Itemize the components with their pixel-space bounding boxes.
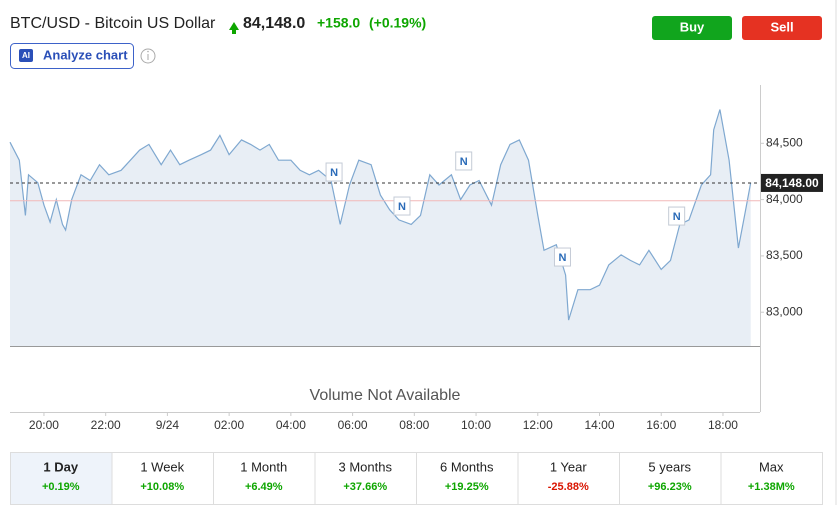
period-label: 6 Months (440, 459, 494, 474)
news-marker-bg (455, 151, 473, 171)
analyze-label: Analyze chart (43, 47, 128, 62)
sell-button[interactable]: Sell (742, 16, 822, 40)
x-tick-label: 12:00 (523, 418, 553, 432)
news-marker-bg (553, 247, 571, 267)
news-marker-label: N (398, 201, 406, 213)
news-marker-label: N (460, 156, 468, 168)
price-change-percent: (+0.19%) (369, 15, 426, 31)
period-change: +37.66% (343, 481, 387, 493)
x-tick-label: 14:00 (584, 418, 614, 432)
period-label: 1 Year (550, 459, 588, 474)
buy-button[interactable]: Buy (652, 16, 732, 40)
period-tab[interactable]: 1 Day +0.19% (11, 453, 112, 504)
period-tab[interactable]: 3 Months +37.66% (314, 453, 393, 504)
analyze-bg (10, 43, 134, 69)
period-change: +0.19% (42, 481, 80, 493)
last-price-label: 84,148.00 (765, 176, 819, 190)
plot: Investing.com84,148.0083,00083,50084,000… (9, 85, 823, 432)
y-tick-label: 84,000 (766, 192, 803, 206)
y-tick-label: 83,500 (766, 248, 803, 262)
last-price-label-bg (761, 173, 823, 192)
period-tab[interactable]: 5 years +96.23% (619, 453, 692, 504)
news-marker-label: N (330, 167, 338, 179)
period-label: 3 Months (339, 459, 393, 474)
news-marker-label: N (673, 211, 681, 223)
period-change: +96.23% (648, 481, 692, 493)
sell-label: Sell (770, 19, 793, 34)
volume-note: Volume Not Available (310, 387, 461, 404)
instrument-title: BTC/USD - Bitcoin US Dollar (10, 15, 216, 32)
period-change: -25.88% (548, 481, 589, 493)
period-tab[interactable]: Max +1.38M% (720, 453, 795, 504)
x-tick-label: 02:00 (214, 418, 244, 432)
ai-badge-bg (19, 49, 33, 62)
buy-bg (652, 16, 732, 40)
x-tick-label: 9/24 (156, 418, 180, 432)
x-tick-label: 20:00 (29, 418, 59, 432)
period-label: 1 Week (140, 459, 184, 474)
y-tick-label: 84,500 (766, 135, 803, 149)
period-tab-active-bg (11, 453, 112, 504)
x-tick-label: 22:00 (91, 418, 121, 432)
up-arrow (229, 22, 239, 34)
sell-bg (742, 16, 822, 40)
period-change: +1.38M% (748, 481, 795, 493)
news-marker[interactable]: N (455, 151, 473, 171)
x-tick-label: 18:00 (708, 418, 738, 432)
period-label: Max (759, 459, 784, 474)
price-change: +158.0 (317, 15, 360, 31)
period-tabs: 1 Day +0.19% 1 Week +10.08% 1 Month +6.49% 3 M… (10, 452, 823, 505)
period-change: +19.25% (445, 481, 489, 493)
period-tab[interactable]: 1 Week +10.08% (111, 453, 185, 504)
buy-label: Buy (680, 19, 705, 34)
news-marker[interactable]: N (325, 162, 343, 182)
x-tick-label: 04:00 (276, 418, 306, 432)
ai-badge: AI (22, 51, 30, 60)
period-tab[interactable]: 6 Months +19.25% (416, 453, 494, 504)
info-icon[interactable] (140, 48, 156, 64)
period-label: 5 years (648, 459, 691, 474)
x-tick-label: 10:00 (461, 418, 491, 432)
news-marker[interactable]: N (668, 206, 686, 226)
info-dot (147, 50, 149, 53)
period-tab[interactable]: 1 Month +6.49% (213, 453, 288, 504)
news-marker-bg (325, 162, 343, 182)
period-change: +10.08% (140, 481, 184, 493)
last-price: 84,148.0 (243, 15, 305, 32)
x-tick-label: 08:00 (399, 418, 429, 432)
price-area (10, 109, 751, 346)
news-marker-label: N (558, 252, 566, 264)
period-change: +6.49% (245, 481, 283, 493)
info-circle (140, 48, 156, 64)
x-tick-label: 16:00 (646, 418, 676, 432)
price-line (9, 109, 752, 321)
news-marker[interactable]: N (553, 247, 571, 267)
news-marker-bg (668, 206, 686, 226)
analyze-button[interactable]: AI Analyze chart (10, 43, 134, 69)
period-tab[interactable]: 1 Year -25.88% (517, 453, 589, 504)
news-marker[interactable]: N (393, 196, 411, 216)
news-marker-bg (393, 196, 411, 216)
y-tick-label: 83,000 (766, 304, 803, 318)
x-tick-label: 06:00 (338, 418, 368, 432)
period-label: 1 Month (240, 459, 287, 474)
period-label: 1 Day (43, 459, 78, 474)
